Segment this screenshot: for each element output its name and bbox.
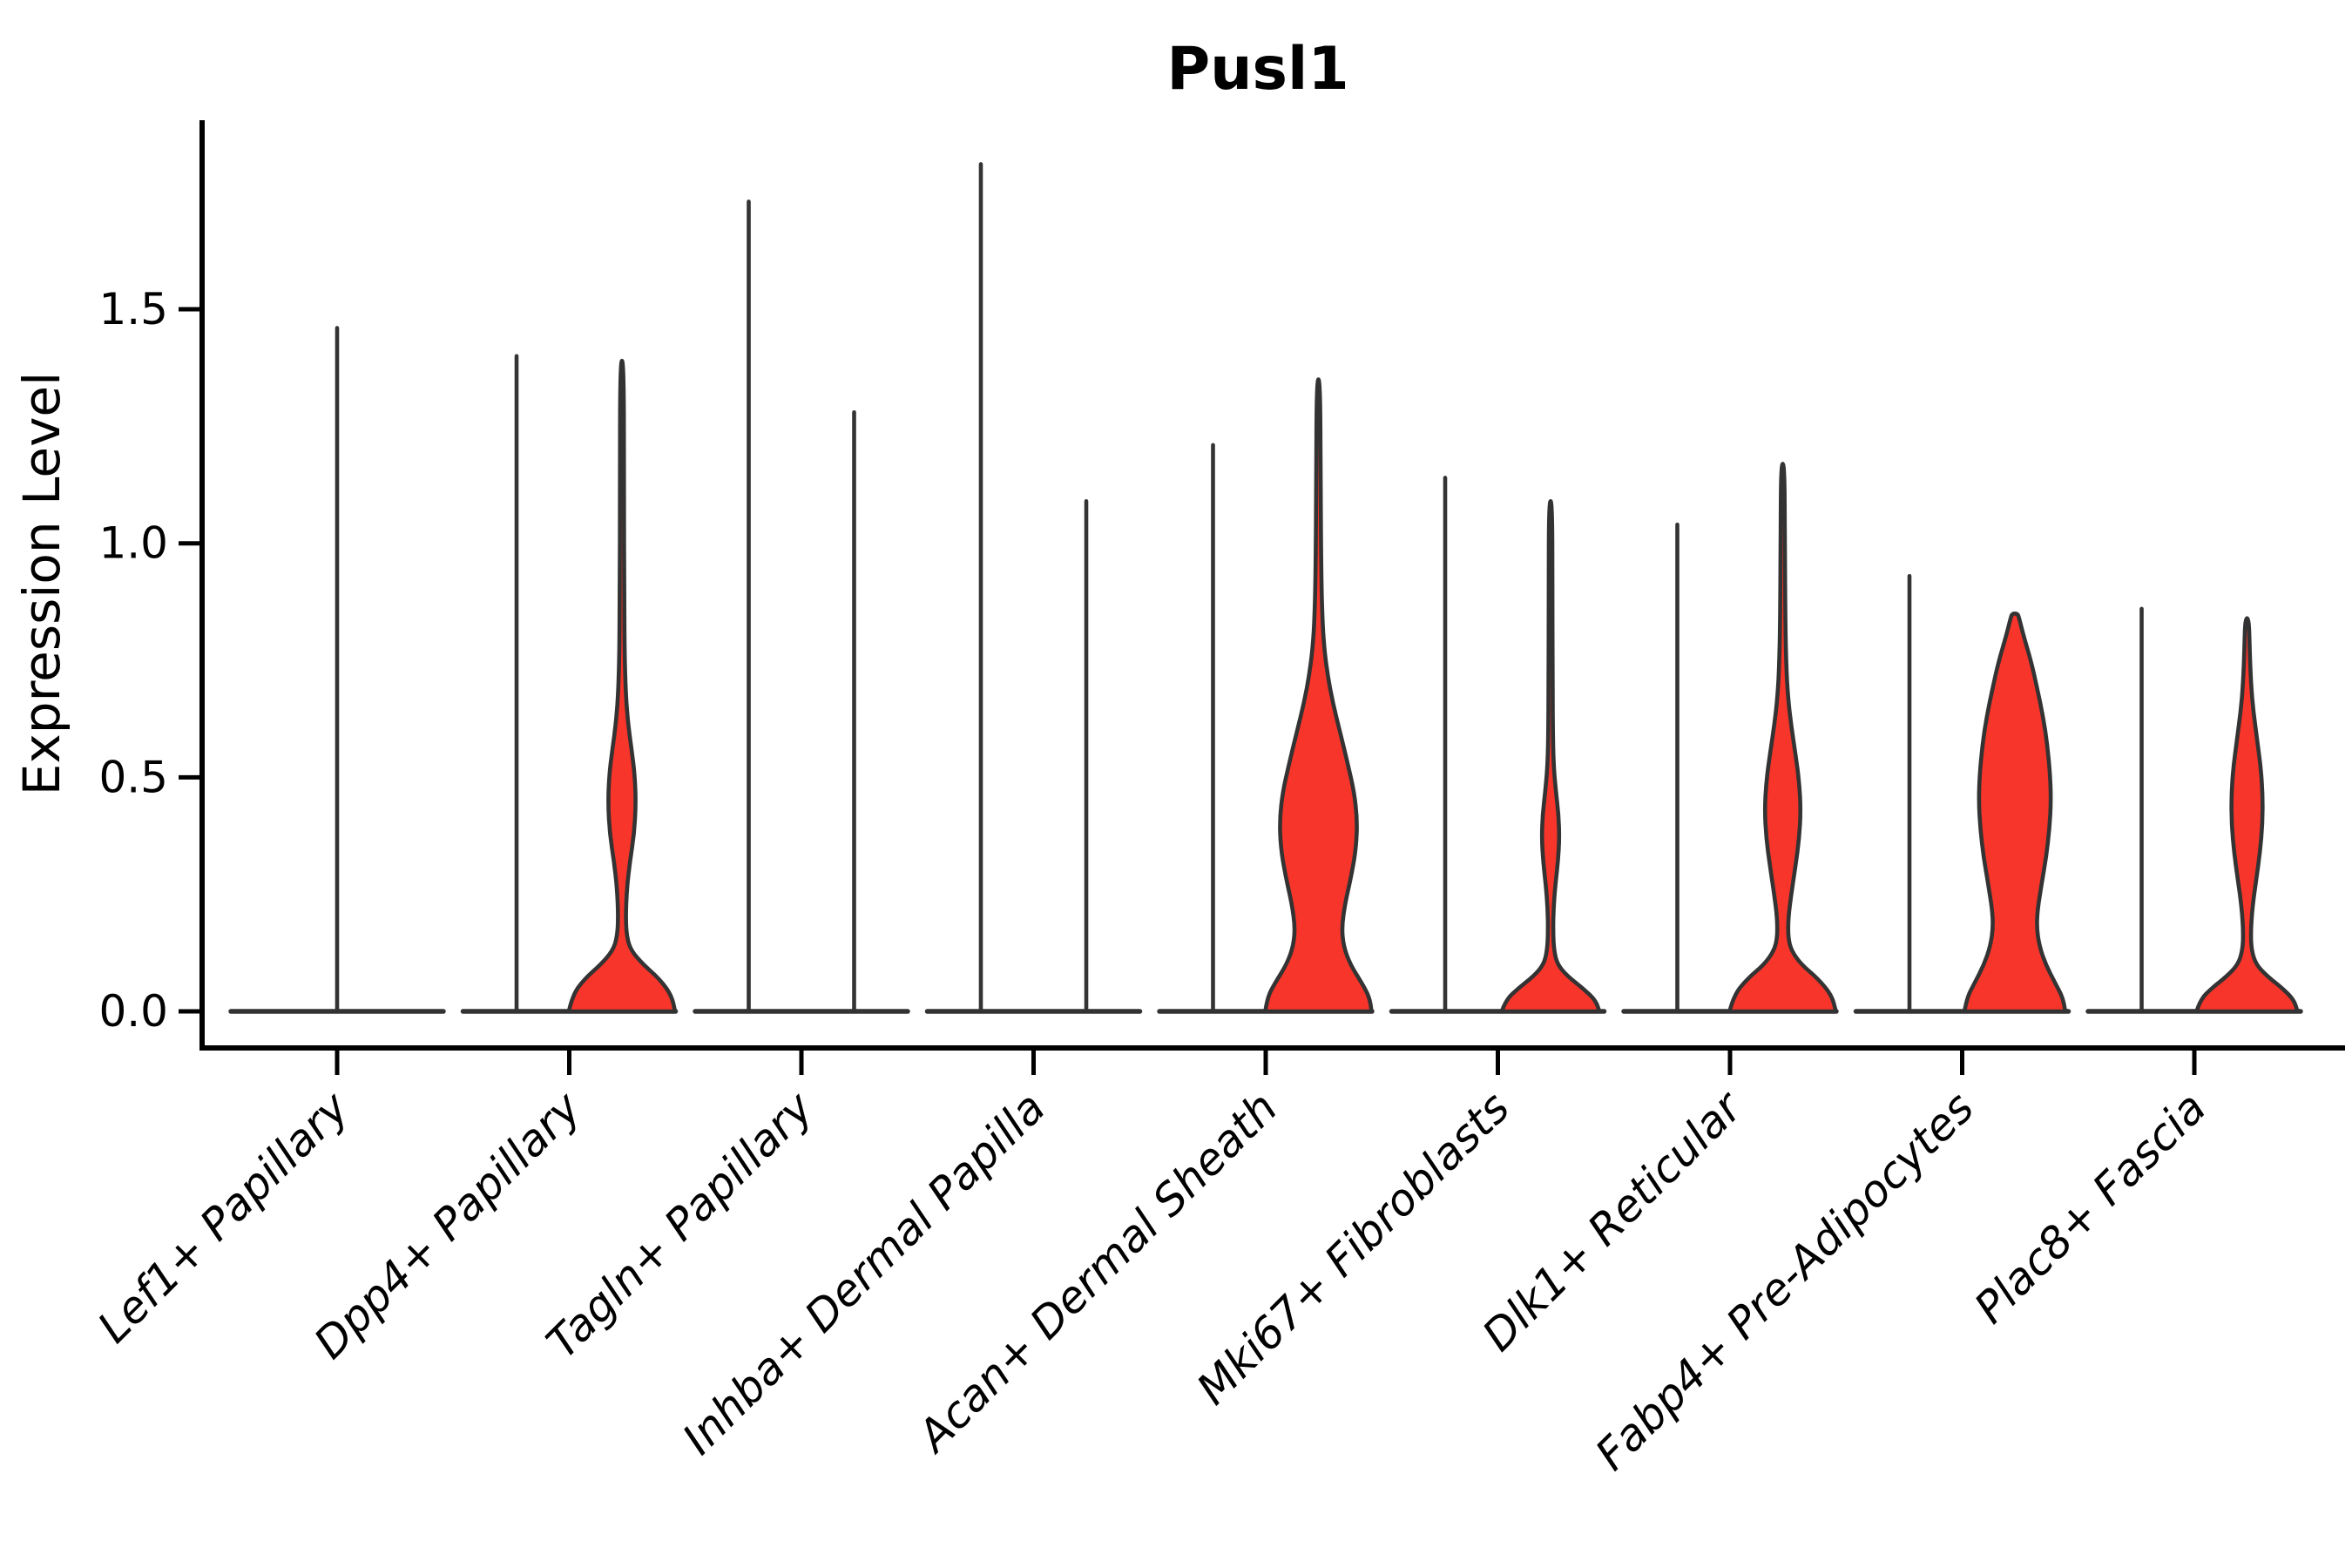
y-tick-label-2: 1.0 (98, 518, 168, 569)
x-tick-label-7: Fabp4+ Pre-Adipocytes (1585, 1082, 1984, 1480)
y-axis-label: Expression Level (12, 372, 71, 795)
y-tick-label-1: 0.5 (98, 752, 168, 802)
violin-density-4-1 (1263, 377, 1374, 1014)
y-tick-label-3: 1.5 (98, 284, 168, 335)
violin-density-1-1 (566, 358, 678, 1014)
x-tick-label-0: Lef1+ Papillary (88, 1081, 359, 1352)
violin-density-8-1 (2194, 616, 2300, 1014)
plot-title: Pusl1 (1166, 35, 1348, 104)
violin-density-6-1 (1727, 462, 1838, 1014)
x-tick-label-8: Plac8+ Fascia (1965, 1082, 2216, 1333)
violin-density-7-1 (1962, 612, 2068, 1014)
y-tick-label-0: 0.0 (98, 986, 168, 1037)
violin-density-5-1 (1499, 499, 1602, 1014)
